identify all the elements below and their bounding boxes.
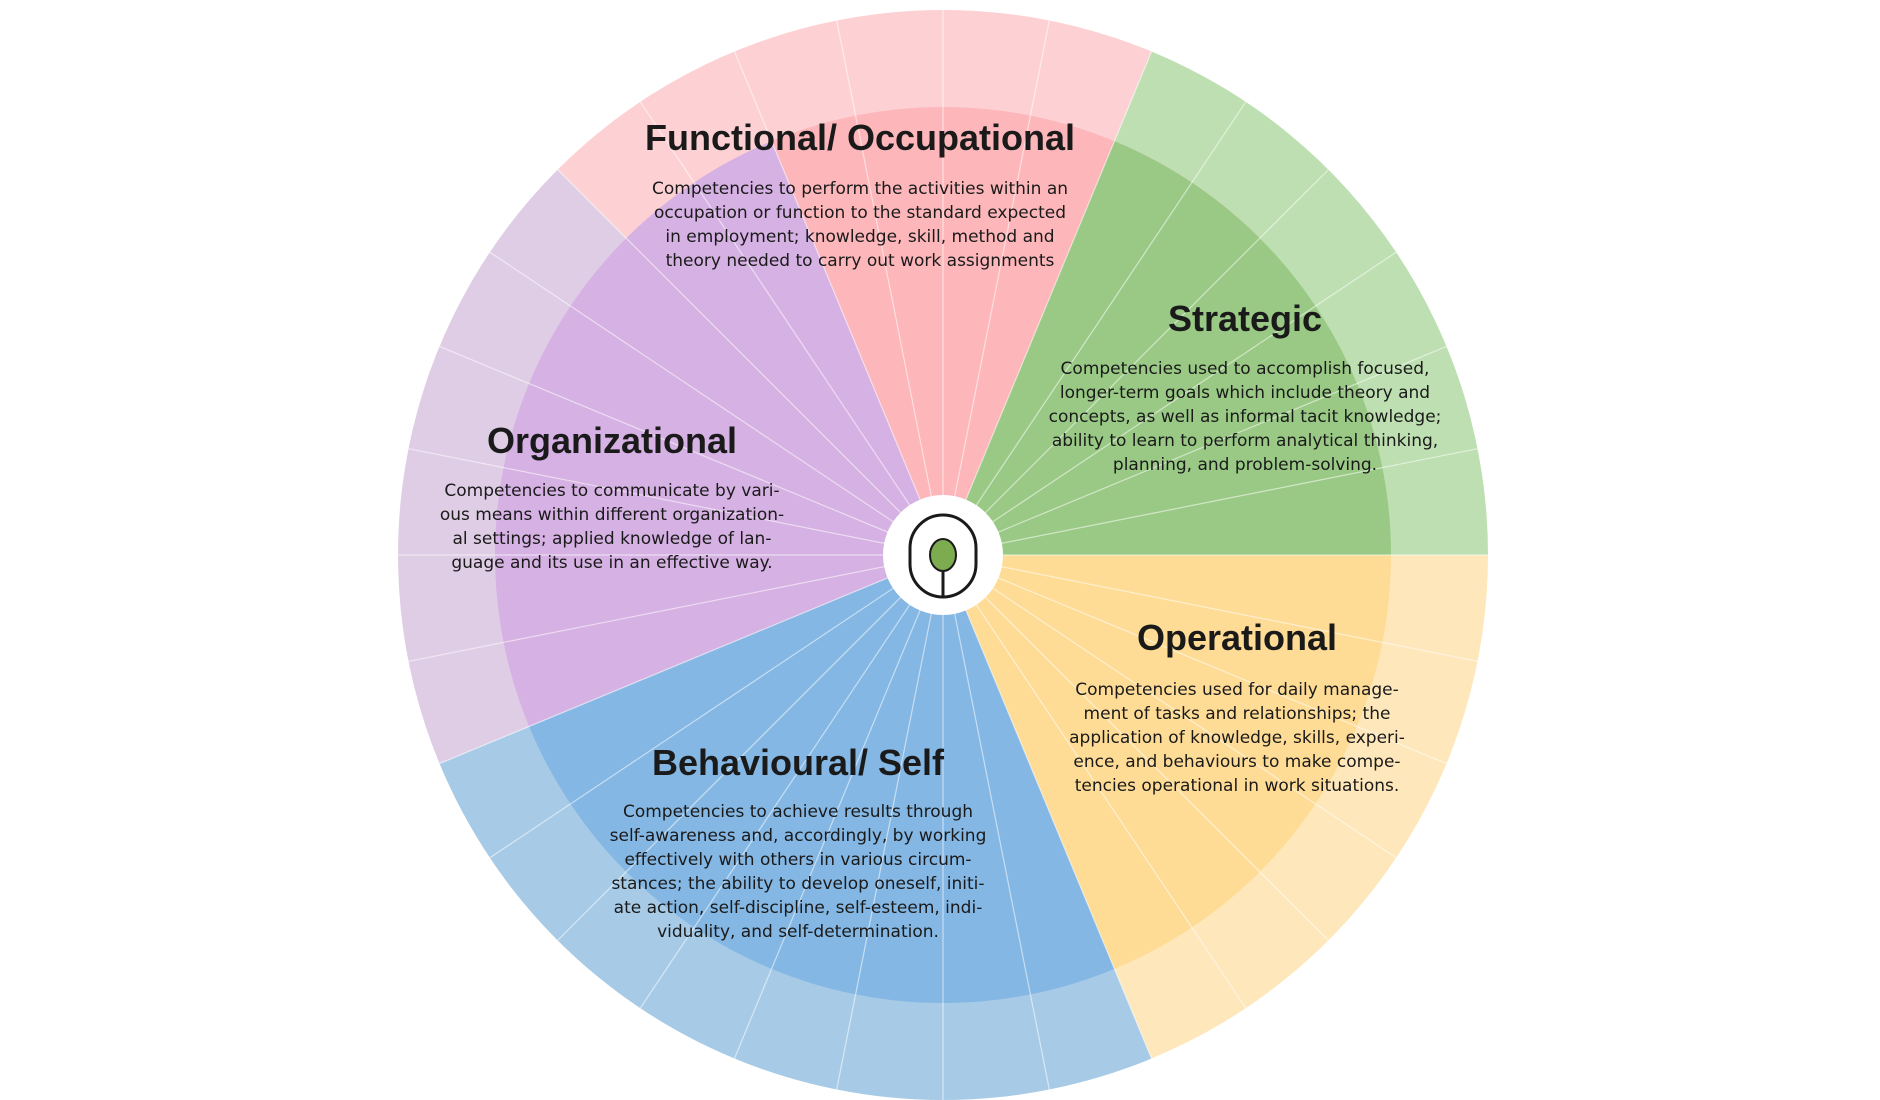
operational-wedge (943, 555, 1391, 969)
behavioural-description: Competencies to achieve results through … (609, 802, 987, 942)
functional-description: Competencies to perform the activities w… (651, 179, 1069, 271)
behavioural-wedge (529, 555, 1115, 1004)
divider-line (836, 554, 944, 1090)
divider-line (942, 345, 1447, 556)
divider-line (942, 554, 1447, 765)
center-hub (883, 495, 1003, 615)
divider-line (489, 554, 944, 859)
strategic-title: Strategic (1167, 298, 1323, 339)
divider-line (733, 554, 944, 1059)
divider-line (942, 448, 1478, 556)
divider-line (733, 51, 944, 556)
divider-line (942, 554, 1153, 1059)
behavioural-title: Behavioural/ Self (651, 742, 945, 783)
divider-lines (398, 10, 1488, 1100)
divider-line (942, 554, 1050, 1090)
divider-line (942, 20, 1050, 556)
divider-line (439, 554, 944, 765)
divider-line (942, 554, 1329, 941)
organizational-description: Competencies to communicate by vari- ous… (439, 481, 785, 573)
divider-line (557, 554, 944, 941)
organizational-title: Organizational (486, 420, 738, 461)
divider-line (942, 554, 1397, 859)
divider-line (557, 169, 944, 556)
divider-line (942, 101, 1247, 556)
divider-line (942, 554, 1478, 662)
operational-title: Operational (1136, 617, 1338, 658)
divider-line (942, 51, 1153, 556)
divider-line (408, 554, 944, 662)
strategic-description: Competencies used to accomplish focused,… (1048, 359, 1442, 475)
divider-line (639, 554, 944, 1009)
functional-title: Functional/ Occupational (644, 117, 1076, 158)
divider-line (439, 345, 944, 556)
inner-wedges (494, 107, 1391, 1004)
organizational-wedge (494, 141, 943, 727)
divider-line (489, 251, 944, 556)
operational-description: Competencies used for daily manage- ment… (1069, 680, 1405, 796)
divider-line (942, 554, 1247, 1009)
divider-line (942, 169, 1329, 556)
divider-line (639, 101, 944, 556)
divider-line (836, 20, 944, 556)
divider-line (408, 448, 944, 556)
divider-line (942, 251, 1397, 556)
strategic-wedge (943, 141, 1391, 555)
tree-logo-icon (908, 513, 978, 599)
